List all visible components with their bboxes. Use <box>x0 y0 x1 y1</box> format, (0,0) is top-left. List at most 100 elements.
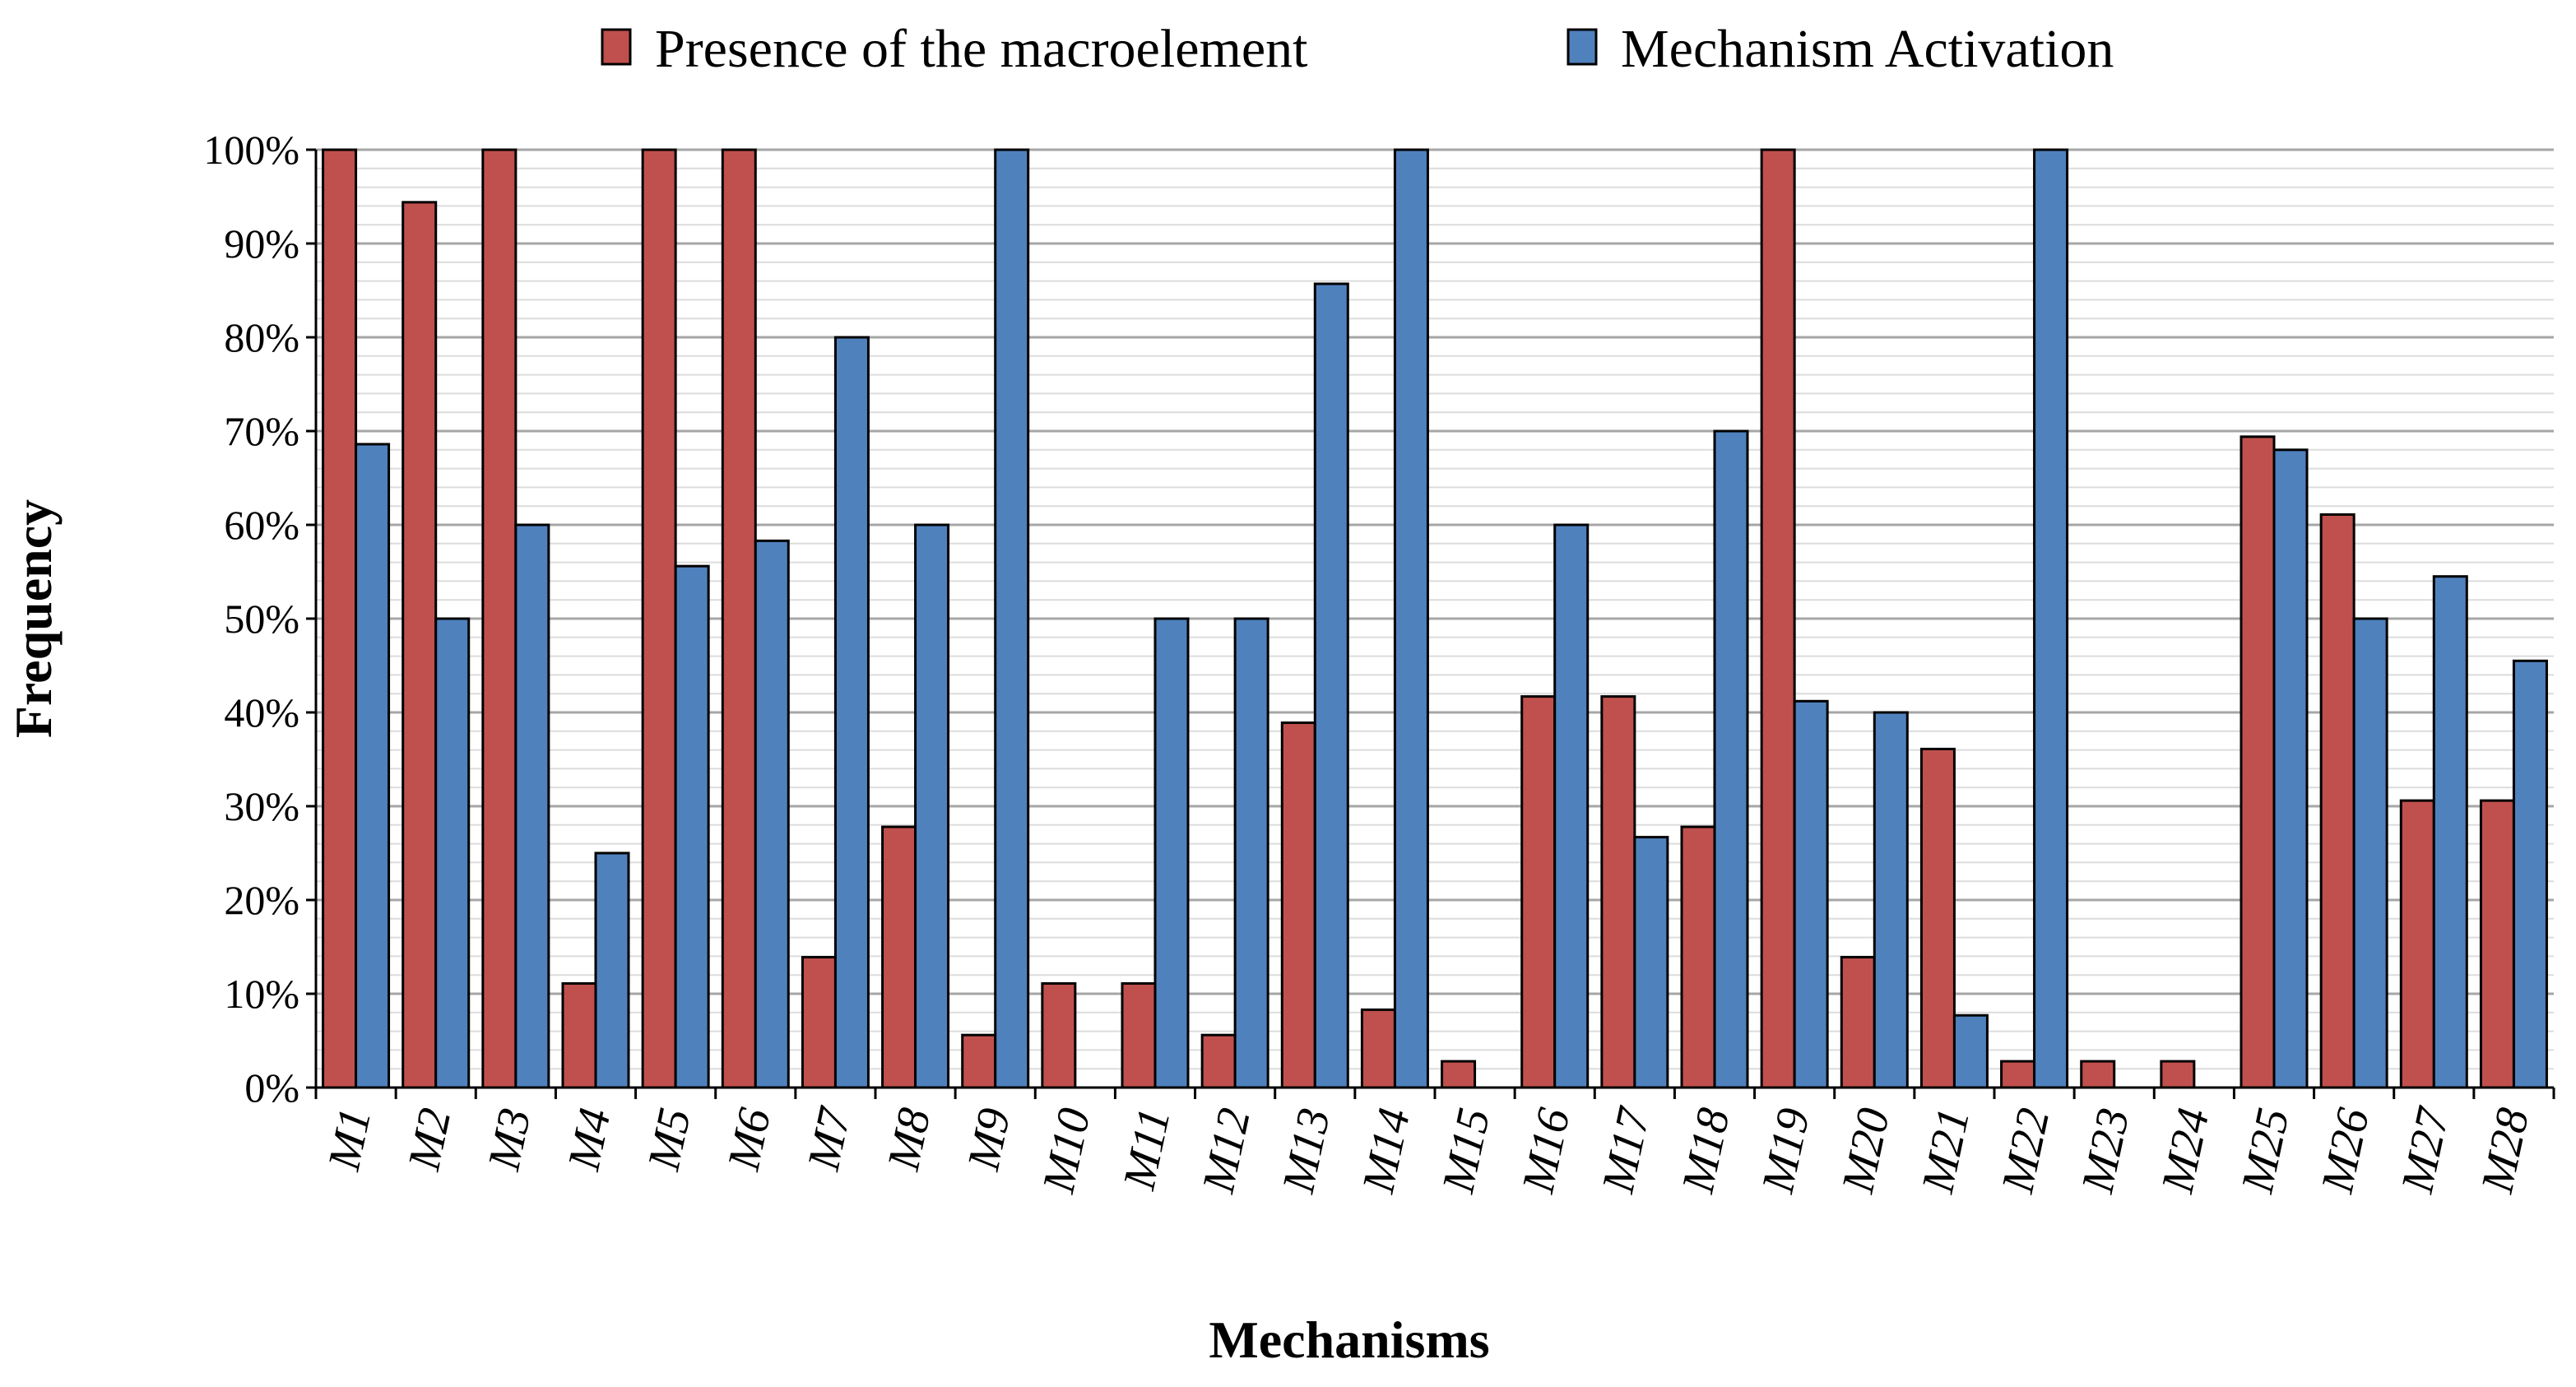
bar-activation-m25 <box>2272 448 2309 1089</box>
y-tick-label: 40% <box>224 689 299 735</box>
bar-presence-m4 <box>561 981 597 1089</box>
y-tick-label: 80% <box>224 314 299 360</box>
x-tick-labels: M1 M2 M3 M4 M5 M6 M7 M8 M9 M10 M11 M12 M13 M14 M15 M16 M… <box>318 1102 2539 1198</box>
y-axis-title: Frequency <box>4 499 63 738</box>
x-tick-label-m3: M3 <box>478 1104 541 1176</box>
bar-presence-m14 <box>1360 1008 1396 1089</box>
bar-presence-m7 <box>801 956 837 1089</box>
x-tick-label-m20: M20 <box>1832 1104 1900 1198</box>
bar-presence-m28 <box>2479 799 2515 1089</box>
bar-presence-m27 <box>2399 799 2435 1089</box>
x-tick-label-m2: M2 <box>398 1104 461 1176</box>
bar-presence-m24 <box>2160 1060 2196 1089</box>
x-tick-label-m10: M10 <box>1033 1104 1100 1198</box>
x-tick-label-m27: M27 <box>2392 1102 2460 1198</box>
bar-presence-m8 <box>881 825 917 1089</box>
x-tick-label-m22: M22 <box>1992 1104 2059 1198</box>
bar-presence-m11 <box>1121 981 1157 1089</box>
bar-activation-m3 <box>514 523 550 1089</box>
bar-activation-m12 <box>1233 617 1269 1089</box>
x-tick-label-m26: M26 <box>2312 1104 2379 1198</box>
y-tick-label: 50% <box>224 596 299 642</box>
y-tick-label: 100% <box>203 127 299 173</box>
bar-activation-m2 <box>434 617 471 1089</box>
x-tick-label-m5: M5 <box>638 1104 700 1176</box>
y-tick-label: 0% <box>244 1065 299 1111</box>
bar-presence-m23 <box>2080 1060 2116 1089</box>
legend: Presence of the macroelement Mechanism A… <box>601 19 2114 79</box>
y-tick-label: 10% <box>224 971 299 1017</box>
bar-activation-m17 <box>1633 836 1669 1089</box>
bar-activation-m8 <box>914 523 950 1089</box>
legend-swatch-activation <box>1566 28 1598 66</box>
bar-presence-m2 <box>401 201 438 1089</box>
x-tick-label-m13: M13 <box>1273 1104 1340 1198</box>
bar-activation-m11 <box>1153 617 1190 1089</box>
bar-activation-m27 <box>2432 575 2468 1089</box>
bar-presence-m10 <box>1041 981 1077 1089</box>
x-tick-label-m19: M19 <box>1752 1104 1820 1198</box>
x-tick-label-m28: M28 <box>2472 1104 2539 1198</box>
bar-presence-m9 <box>961 1033 997 1089</box>
bar-activation-m4 <box>594 851 630 1089</box>
bar-presence-m15 <box>1441 1060 1477 1089</box>
bar-activation-m13 <box>1313 282 1349 1089</box>
bar-presence-m16 <box>1520 695 1557 1089</box>
bar-presence-m12 <box>1200 1033 1237 1089</box>
bar-presence-m26 <box>2319 513 2356 1089</box>
x-tick-label-m12: M12 <box>1193 1104 1260 1198</box>
bar-presence-m13 <box>1280 721 1316 1089</box>
bar-presence-m5 <box>641 148 677 1089</box>
legend-label-presence: Presence of the macroelement <box>655 19 1307 79</box>
bar-activation-m19 <box>1793 699 1829 1089</box>
bar-activation-m9 <box>994 148 1030 1089</box>
bar-activation-m26 <box>2352 617 2388 1089</box>
bar-activation-m28 <box>2512 659 2548 1089</box>
bar-activation-m14 <box>1393 148 1429 1089</box>
bar-activation-m20 <box>1873 711 1909 1089</box>
bar-presence-m18 <box>1680 825 1716 1089</box>
x-tick-label-m6: M6 <box>718 1104 781 1176</box>
bar-presence-m25 <box>2239 435 2276 1089</box>
x-tick-label-m11: M11 <box>1113 1104 1180 1194</box>
bar-activation-m1 <box>355 443 391 1089</box>
bar-activation-m6 <box>754 539 790 1089</box>
bar-activation-m16 <box>1553 523 1590 1089</box>
y-tick-label: 30% <box>224 783 299 829</box>
x-tick-label-m24: M24 <box>2151 1104 2219 1198</box>
bar-activation-m5 <box>674 564 710 1089</box>
y-tick-label: 90% <box>224 220 299 267</box>
axes <box>306 148 2555 1099</box>
legend-swatch-presence <box>601 28 632 66</box>
legend-label-activation: Mechanism Activation <box>1621 19 2114 79</box>
x-tick-label-m15: M15 <box>1432 1104 1500 1198</box>
bars <box>322 148 2548 1089</box>
bar-activation-m22 <box>2033 148 2069 1089</box>
x-tick-label-m16: M16 <box>1512 1104 1580 1198</box>
y-tick-label: 60% <box>224 502 299 548</box>
bar-activation-m7 <box>833 336 870 1089</box>
bar-presence-m22 <box>2000 1060 2036 1089</box>
y-tick-label: 20% <box>224 877 299 923</box>
bar-presence-m20 <box>1840 956 1876 1089</box>
bar-activation-m18 <box>1713 429 1749 1089</box>
y-tick-labels: 0% 10% 20% 30% 40% 50% 60% 70% 80% 90% 100% <box>203 127 299 1111</box>
bar-activation-m21 <box>1952 1014 1989 1089</box>
y-tick-label: 70% <box>224 408 299 454</box>
bar-presence-m3 <box>481 148 518 1089</box>
bar-presence-m19 <box>1760 148 1796 1089</box>
x-tick-label-m21: M21 <box>1912 1104 1980 1198</box>
bar-presence-m6 <box>721 148 757 1089</box>
x-tick-label-m1: M1 <box>318 1104 381 1176</box>
x-tick-label-m17: M17 <box>1592 1102 1660 1198</box>
x-tick-label-m14: M14 <box>1353 1104 1420 1198</box>
bar-presence-m1 <box>322 148 358 1089</box>
x-tick-label-m4: M4 <box>558 1104 620 1176</box>
x-tick-label-m23: M23 <box>2072 1104 2139 1198</box>
x-tick-label-m9: M9 <box>958 1104 1020 1176</box>
x-tick-label-m7: M7 <box>798 1102 861 1176</box>
bar-presence-m17 <box>1600 695 1636 1089</box>
x-tick-label-m8: M8 <box>878 1104 940 1176</box>
x-axis-title: Mechanisms <box>1209 1310 1489 1369</box>
